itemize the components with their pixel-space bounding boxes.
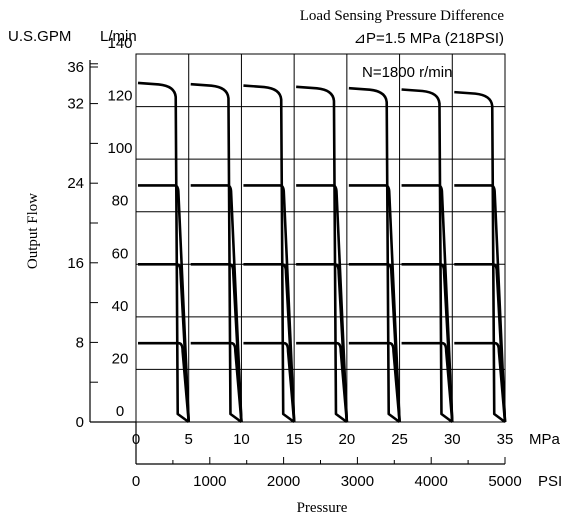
flow-curve	[296, 262, 349, 423]
x-primary-tick-label: 10	[233, 431, 250, 448]
y-axis-label: Output Flow	[25, 193, 41, 269]
flow-curve	[137, 81, 190, 424]
x-secondary-tick-label: 4000	[415, 473, 448, 490]
flow-curve	[138, 262, 191, 423]
flow-curve	[243, 84, 295, 424]
x-secondary-unit: PSI	[538, 473, 562, 490]
x-primary-tick-label: 0	[132, 431, 140, 448]
flow-curve	[401, 184, 454, 423]
y-primary-tick-label: 40	[112, 298, 129, 315]
flow-curve	[190, 341, 243, 423]
y-secondary-tick-label: 24	[67, 175, 84, 192]
flow-curve	[348, 341, 401, 423]
flow-curve	[401, 262, 454, 423]
flow-curve	[454, 341, 507, 423]
flow-curve	[243, 341, 296, 423]
tick-labels: 0 20 40 60 80 100 120 140 0 5 10 15 20 25 30 35 0 8 16 24 32…	[67, 35, 521, 490]
plot-frame	[135, 53, 506, 423]
axes	[89, 60, 506, 465]
x-primary-unit: MPa	[529, 431, 561, 448]
flow-curve	[190, 82, 243, 424]
chart-title: Load Sensing Pressure Difference	[300, 8, 505, 24]
flow-curve	[401, 341, 454, 423]
flow-curve	[296, 341, 349, 423]
x-secondary-tick-label: 1000	[193, 473, 226, 490]
x-axis-label: Pressure	[297, 500, 348, 516]
y-secondary-tick-label: 32	[67, 96, 84, 113]
flow-curve	[401, 88, 454, 424]
y-secondary-unit: U.S.GPM	[8, 28, 71, 45]
chart-subtitle: ⊿P=1.5 MPa (218PSI)	[353, 30, 504, 47]
y-primary-unit: L/min	[100, 28, 137, 45]
flow-curve	[454, 262, 507, 423]
x-primary-tick-label: 30	[444, 431, 461, 448]
y-primary-tick-label: 120	[107, 88, 132, 105]
flow-curve	[296, 85, 348, 424]
y-secondary-tick-label: 0	[76, 414, 84, 431]
flow-curve	[243, 184, 296, 423]
x-primary-tick-label: 20	[339, 431, 356, 448]
x-secondary-tick-label: 3000	[341, 473, 374, 490]
x-primary-tick-label: 25	[391, 431, 408, 448]
x-primary-tick-label: 35	[497, 431, 514, 448]
x-secondary-tick-label: 0	[132, 473, 140, 490]
y-primary-tick-label: 60	[112, 245, 129, 262]
y-primary-tick-label: 80	[112, 193, 129, 210]
y-primary-tick-label: 140	[107, 35, 132, 52]
flow-curve	[243, 262, 296, 423]
y-primary-tick-label: 20	[112, 350, 129, 367]
y-secondary-tick-label: 36	[67, 59, 84, 76]
flow-curve	[190, 184, 243, 423]
y-primary-tick-label: 100	[107, 140, 132, 157]
y-primary-tick-label: 0	[116, 403, 124, 420]
flow-curve	[454, 90, 506, 424]
flow-curve	[348, 86, 401, 424]
flow-curves	[137, 81, 507, 424]
y-secondary-tick-label: 8	[76, 334, 84, 351]
x-secondary-tick-label: 2000	[267, 473, 300, 490]
flow-curve	[138, 341, 191, 423]
flow-curve	[190, 262, 243, 423]
flow-curve	[138, 184, 191, 423]
flow-curve	[296, 184, 349, 423]
y-secondary-tick-label: 16	[67, 255, 84, 272]
x-primary-tick-label: 15	[286, 431, 303, 448]
x-secondary-tick-label: 5000	[488, 473, 521, 490]
flow-curve	[348, 262, 401, 423]
x-primary-tick-label: 5	[185, 431, 193, 448]
flow-curve	[454, 184, 507, 423]
speed-annotation: N=1800 r/min	[362, 64, 452, 81]
flow-curve	[348, 184, 401, 423]
